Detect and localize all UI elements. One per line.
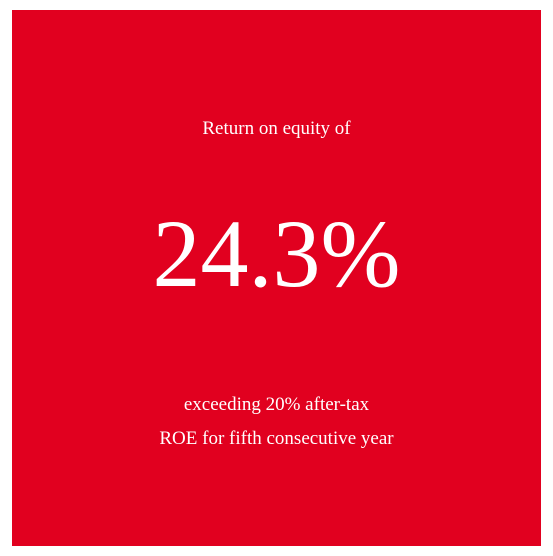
caption-line: exceeding 20% after-tax <box>183 394 370 415</box>
stat-panel: Return on equity of 24.3% exceeding 20% … <box>12 10 541 546</box>
caption-line: ROE for fifth consecutive year <box>159 428 394 449</box>
intro-text: Return on equity of <box>202 118 351 139</box>
headline-value: 24.3% <box>152 200 401 307</box>
